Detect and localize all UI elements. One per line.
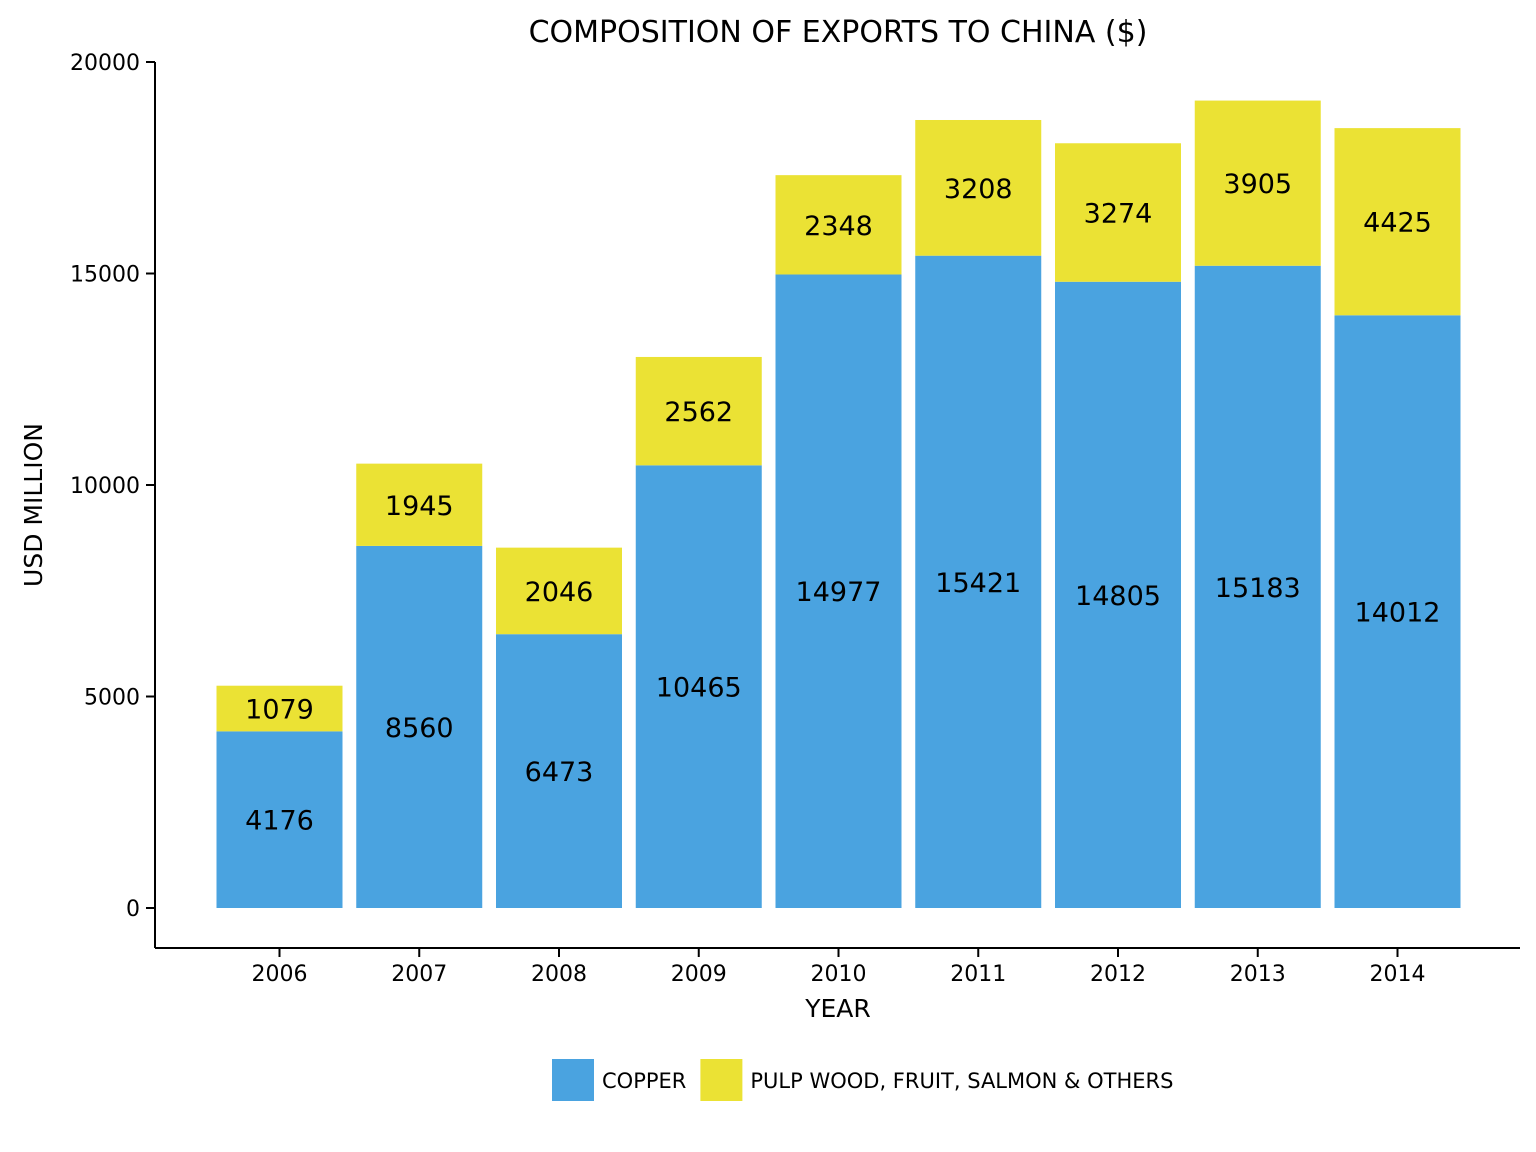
bar-segment-copper: [915, 255, 1042, 908]
bar-segment-others: [356, 463, 483, 546]
y-axis-label: USD MILLION: [19, 423, 48, 587]
x-tick-label: 2009: [671, 962, 727, 987]
bar-segment-copper: [775, 274, 902, 908]
x-axis-label: YEAR: [804, 994, 871, 1023]
legend-swatch: [552, 1059, 594, 1101]
legend-label: PULP WOOD, FRUIT, SALMON & OTHERS: [750, 1069, 1173, 1093]
bar-segment-copper: [1334, 315, 1461, 909]
x-tick-label: 2011: [950, 962, 1006, 987]
bar-segment-copper: [356, 545, 483, 908]
x-tick-label: 2008: [531, 962, 587, 987]
bar-segment-copper: [496, 634, 622, 908]
data-label: 3905: [1223, 169, 1292, 200]
y-tick-label: 10000: [70, 474, 140, 499]
x-tick-label: 2013: [1230, 962, 1286, 987]
y-tick-label: 5000: [84, 686, 140, 711]
data-label: 2046: [525, 577, 594, 608]
chart-title: COMPOSITION OF EXPORTS TO CHINA ($): [529, 15, 1148, 50]
legend: COPPER PULP WOOD, FRUIT, SALMON & OTHERS: [552, 1059, 1173, 1101]
legend-swatch: [700, 1059, 743, 1101]
data-label: 8560: [385, 713, 454, 744]
data-label: 4176: [245, 806, 314, 837]
bar-segment-others: [1194, 100, 1321, 266]
data-label: 14012: [1355, 598, 1441, 629]
bar-segment-copper: [1194, 265, 1321, 908]
y-ticks: 0 5000 10000 15000 20000: [70, 51, 155, 922]
bar-segment-copper: [635, 465, 762, 908]
bar-segment-others: [775, 175, 902, 275]
bar-segment-copper: [1055, 281, 1181, 908]
bar-segment-others: [1055, 143, 1181, 282]
legend-label: COPPER: [602, 1069, 686, 1093]
data-label: 2562: [664, 397, 733, 428]
bar-segment-copper: [216, 731, 343, 908]
data-label: 14977: [796, 577, 882, 608]
bar-segment-others: [1334, 128, 1461, 316]
bar-segment-others: [915, 119, 1042, 256]
x-tick-label: 2012: [1090, 962, 1146, 987]
data-label: 1079: [245, 695, 314, 726]
data-label: 1945: [385, 491, 454, 522]
x-tick-label: 2006: [252, 962, 308, 987]
data-label: 6473: [525, 757, 594, 788]
y-tick-label: 20000: [70, 51, 140, 76]
x-tick-label: 2007: [391, 962, 447, 987]
data-label: 15421: [935, 568, 1021, 599]
y-tick-label: 15000: [70, 263, 140, 288]
data-label: 4425: [1363, 208, 1432, 239]
data-label: 10465: [656, 673, 742, 704]
bars: 4176 1079 8560 1945 6473 2046 10465 2562 14977 23…: [216, 100, 1461, 909]
data-label: 3274: [1084, 199, 1153, 230]
data-label: 3208: [944, 174, 1013, 205]
x-tick-label: 2010: [811, 962, 867, 987]
bar-segment-others: [216, 685, 343, 732]
x-tick-label: 2014: [1370, 962, 1426, 987]
data-label: 2348: [804, 211, 873, 242]
data-label: 15183: [1215, 573, 1301, 604]
data-label: 14805: [1075, 581, 1161, 612]
bar-segment-others: [496, 547, 622, 635]
y-tick-label: 0: [126, 897, 140, 922]
x-ticks: 2006 2007 2008 2009 2010 2011 2012 2013 2014: [252, 948, 1426, 987]
bar-segment-others: [635, 356, 762, 466]
